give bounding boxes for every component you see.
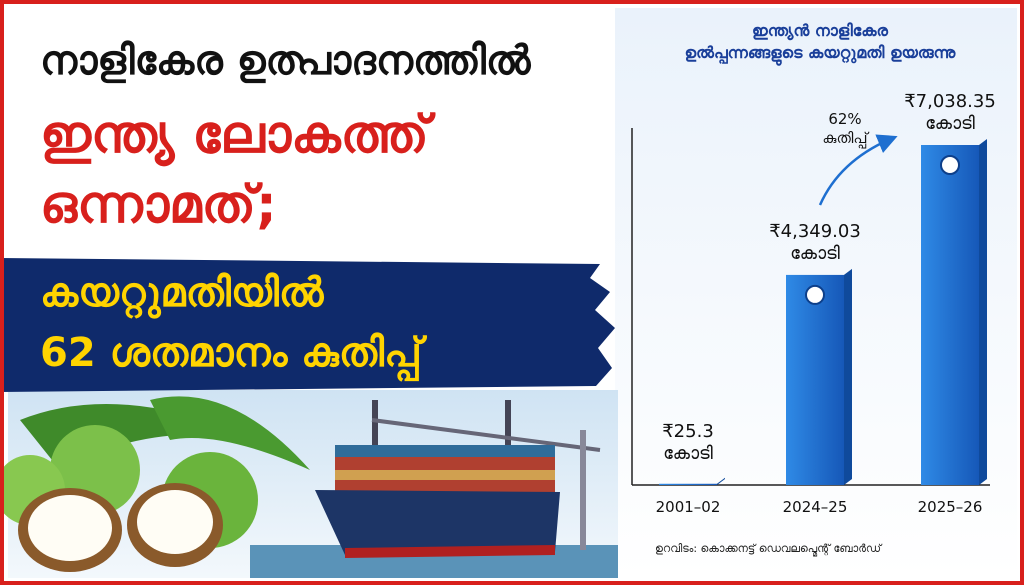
bar-side [717, 477, 725, 485]
headline: ഇന്ത്യ ലോകത്ത് [40, 105, 429, 165]
annotation: 62% കുതിപ്പ് [822, 110, 868, 147]
chart-title: ഇന്ത്യൻ നാളികേര ഉൽപ്പന്നങ്ങളുടെ കയറ്റുമത… [684, 21, 956, 62]
banner-text: കയറ്റുമതിയിൽ [40, 270, 324, 316]
banner [0, 258, 615, 392]
ship-illustration [315, 400, 601, 558]
banner-text: 62 ശതമാനം കുതിപ്പ് [40, 330, 422, 376]
bar [786, 274, 844, 485]
value-label: ₹25.3 കോടി [662, 421, 714, 464]
bar-dot [940, 155, 960, 175]
headline: നാളികേര ഉത്പാദനത്തിൽ [40, 38, 531, 84]
value-label: ₹4,349.03 കോടി [769, 220, 861, 264]
bar-side [979, 139, 987, 485]
bar [921, 145, 979, 485]
bar [659, 483, 717, 485]
source: ഉറവിടം: കൊക്കനട്ട് ഡെവലപ്മെന്റ് ബോർഡ് [655, 542, 882, 555]
value-label: ₹7,038.35 കോടി [904, 91, 996, 134]
headline: ഒന്നാമത്; [40, 175, 277, 235]
x-tick-label: 2025–26 [917, 498, 983, 516]
bar-side [844, 268, 852, 485]
bar-dot [805, 284, 825, 305]
growth-arrow [818, 134, 898, 206]
x-tick-label: 2024–25 [782, 498, 848, 516]
x-tick-label: 2001–02 [655, 498, 721, 516]
coconut-illustration [0, 396, 310, 572]
